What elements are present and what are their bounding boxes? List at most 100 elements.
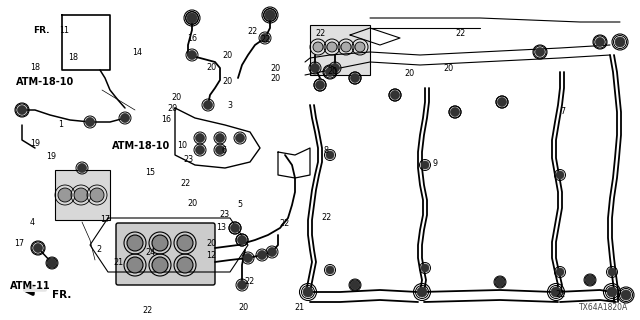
Text: 20: 20	[270, 74, 280, 83]
Circle shape	[243, 253, 253, 262]
Text: 21: 21	[113, 258, 124, 267]
Text: 22: 22	[456, 29, 466, 38]
Circle shape	[177, 235, 193, 251]
Text: 23: 23	[219, 210, 229, 219]
Text: 16: 16	[161, 116, 172, 124]
Text: 22: 22	[244, 277, 255, 286]
Text: 5: 5	[237, 200, 243, 209]
Circle shape	[556, 268, 564, 276]
Text: 22: 22	[142, 306, 152, 315]
Text: 1: 1	[58, 120, 63, 129]
Circle shape	[556, 171, 564, 179]
Circle shape	[127, 257, 143, 273]
Circle shape	[536, 47, 545, 57]
Text: 15: 15	[145, 168, 156, 177]
Text: 20: 20	[328, 68, 338, 76]
Text: 11: 11	[59, 26, 69, 35]
Text: 20: 20	[404, 69, 415, 78]
Circle shape	[316, 81, 324, 90]
Circle shape	[74, 188, 88, 202]
Text: 17: 17	[14, 239, 24, 248]
Circle shape	[90, 188, 104, 202]
Text: 22: 22	[248, 28, 258, 36]
Circle shape	[495, 277, 504, 286]
Circle shape	[177, 257, 193, 273]
Circle shape	[615, 37, 625, 47]
Text: 16: 16	[187, 34, 197, 43]
Text: 18: 18	[30, 63, 40, 72]
Text: 10: 10	[177, 141, 188, 150]
Circle shape	[152, 257, 168, 273]
Text: 21: 21	[294, 303, 305, 312]
Circle shape	[86, 117, 95, 126]
Circle shape	[621, 290, 631, 300]
Text: 4: 4	[29, 218, 35, 227]
Circle shape	[268, 247, 276, 257]
Circle shape	[608, 268, 616, 276]
Text: 22: 22	[260, 36, 271, 44]
Circle shape	[310, 63, 319, 73]
Circle shape	[77, 164, 86, 172]
Text: 17: 17	[100, 215, 111, 224]
Text: 12: 12	[206, 252, 216, 260]
Circle shape	[451, 108, 460, 116]
Circle shape	[595, 37, 605, 46]
Circle shape	[187, 13, 197, 23]
Circle shape	[58, 188, 72, 202]
Text: ATM-11: ATM-11	[10, 281, 50, 292]
Circle shape	[351, 281, 360, 290]
Text: 18: 18	[68, 53, 79, 62]
Circle shape	[216, 146, 225, 155]
Circle shape	[421, 161, 429, 169]
Text: 20: 20	[222, 52, 232, 60]
Circle shape	[266, 11, 275, 20]
Text: 20: 20	[238, 303, 248, 312]
Text: 7: 7	[561, 108, 566, 116]
Circle shape	[551, 287, 561, 297]
Circle shape	[586, 276, 595, 284]
Circle shape	[607, 287, 617, 297]
Text: 22: 22	[180, 180, 191, 188]
Text: FR.: FR.	[33, 26, 50, 35]
Text: FR.: FR.	[52, 290, 72, 300]
Circle shape	[327, 42, 337, 52]
Text: 24: 24	[145, 248, 156, 257]
Text: 20: 20	[168, 104, 178, 113]
Text: ATM-18-10: ATM-18-10	[16, 76, 74, 87]
Circle shape	[330, 63, 339, 73]
Text: 20: 20	[206, 63, 216, 72]
Circle shape	[204, 100, 212, 109]
Circle shape	[355, 42, 365, 52]
Circle shape	[326, 151, 334, 159]
Circle shape	[421, 264, 429, 272]
Circle shape	[188, 13, 196, 22]
Circle shape	[152, 235, 168, 251]
Circle shape	[230, 223, 239, 233]
Bar	[55, 170, 110, 220]
Text: 14: 14	[132, 48, 143, 57]
Text: 20: 20	[270, 64, 280, 73]
Text: 20: 20	[171, 93, 181, 102]
Circle shape	[351, 74, 360, 83]
Circle shape	[17, 106, 26, 115]
Circle shape	[326, 266, 334, 274]
Circle shape	[216, 133, 225, 142]
Text: 3: 3	[228, 101, 233, 110]
Circle shape	[33, 244, 42, 252]
Circle shape	[265, 10, 275, 20]
Circle shape	[120, 114, 129, 123]
Text: TX64A1820A: TX64A1820A	[579, 303, 628, 312]
Circle shape	[341, 42, 351, 52]
Circle shape	[236, 133, 244, 142]
Text: 8: 8	[324, 146, 329, 155]
Circle shape	[257, 251, 266, 260]
Circle shape	[303, 287, 313, 297]
Circle shape	[260, 34, 269, 43]
Text: 9: 9	[433, 159, 438, 168]
Text: 20: 20	[222, 77, 232, 86]
Text: 22: 22	[321, 213, 332, 222]
Circle shape	[417, 287, 427, 297]
Text: 2: 2	[97, 245, 102, 254]
Bar	[310, 25, 370, 75]
Text: 20: 20	[443, 64, 453, 73]
